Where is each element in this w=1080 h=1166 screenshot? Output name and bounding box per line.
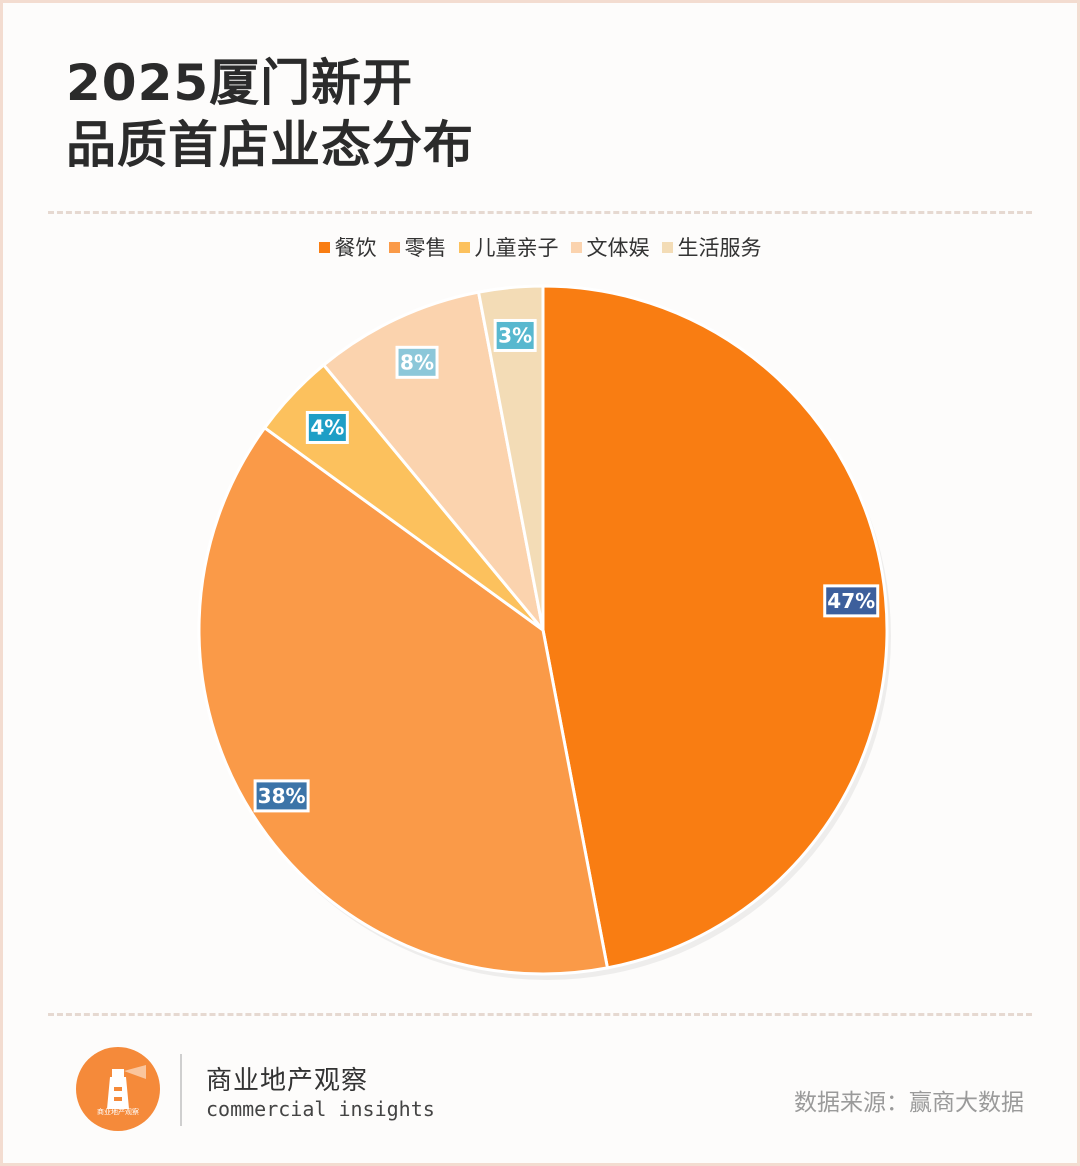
lighthouse-icon: [107, 1065, 146, 1109]
page-title: 2025厦门新开 品质首店业态分布: [66, 52, 474, 176]
legend-swatch-entertainment: [570, 241, 582, 253]
title-line-1: 2025厦门新开: [66, 54, 414, 112]
legend-item-food: 餐饮: [318, 232, 377, 262]
bottom-divider: [48, 1013, 1032, 1016]
legend-label-kids: 儿童亲子: [474, 236, 559, 260]
brand-name-en: commercial insights: [206, 1097, 435, 1121]
title-line-2: 品质首店业态分布: [66, 116, 474, 174]
pie-slice-services: [476, 284, 545, 631]
legend-label-food: 餐饮: [334, 236, 377, 260]
data-label-retail: 38%: [253, 779, 310, 813]
top-divider: [48, 211, 1032, 214]
legend-label-retail: 零售: [404, 236, 447, 260]
legend-item-retail: 零售: [388, 232, 447, 262]
svg-text:8%: 8%: [400, 350, 434, 374]
data-label-food: 47%: [823, 584, 880, 618]
legend-item-entertainment: 文体娱: [570, 232, 650, 262]
legend-label-services: 生活服务: [677, 236, 762, 260]
footer-separator: [180, 1054, 182, 1126]
data-label-entertainment: 8%: [395, 345, 439, 379]
data-source: 数据来源：赢商大数据: [794, 1090, 1024, 1116]
data-label-services: 3%: [493, 318, 537, 352]
legend-item-services: 生活服务: [661, 232, 762, 262]
brand-name-cn: 商业地产观察: [206, 1066, 369, 1096]
pie-slice-food: [541, 284, 889, 970]
svg-text:3%: 3%: [498, 323, 532, 347]
legend-swatch-kids: [458, 241, 470, 253]
pie-slice-entertainment: [321, 290, 545, 631]
chart-legend: 餐饮 零售 儿童亲子 文体娱 生活服务: [0, 232, 1080, 262]
legend-label-entertainment: 文体娱: [586, 236, 650, 260]
svg-text:4%: 4%: [310, 415, 344, 439]
brand-logo: 商业地产观察: [76, 1047, 160, 1131]
legend-swatch-food: [318, 241, 330, 253]
svg-text:47%: 47%: [827, 589, 875, 613]
data-label-kids: 4%: [305, 410, 349, 444]
logo-text: 商业地产观察: [97, 1108, 139, 1116]
legend-item-kids: 儿童亲子: [458, 232, 559, 262]
pie-slice-retail: [197, 425, 610, 976]
legend-swatch-services: [661, 241, 673, 253]
legend-swatch-retail: [388, 241, 400, 253]
svg-text:38%: 38%: [258, 784, 306, 808]
